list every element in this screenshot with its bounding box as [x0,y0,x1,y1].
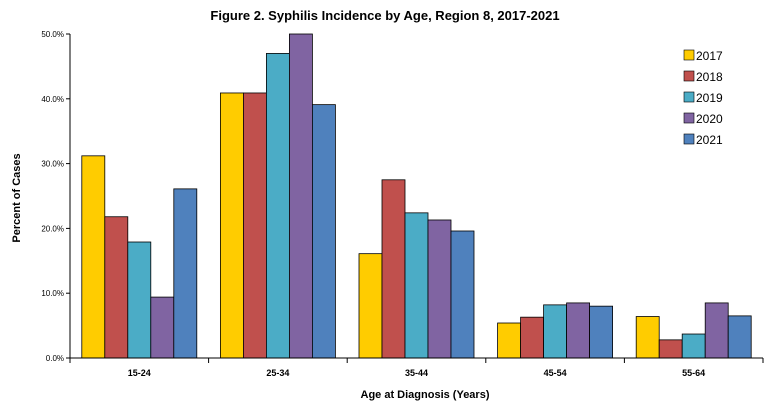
bar-55-64-2021 [727,315,752,359]
bar-15-24-2018 [104,216,129,359]
legend-label-2017: 2017 [696,49,723,63]
bar-15-24-2021 [173,188,198,359]
legend-swatch-2021 [683,133,695,145]
bar-55-64-2019 [681,333,706,359]
y-tick-label: 20.0% [41,224,64,233]
y-tick-label: 40.0% [41,95,64,104]
x-tick-label: 45-54 [544,368,567,378]
bar-35-44-2020 [427,219,452,359]
bar-35-44-2017 [358,253,383,359]
y-axis: 0.0% 10.0% 20.0% 30.0% 40.0% 50.0% [41,30,70,363]
bar-45-54-2020 [566,302,590,359]
x-axis: 15-24 25-34 35-44 45-54 55-64 [69,358,764,378]
bar-25-34-2018 [242,92,267,359]
bar-15-24-2020 [150,296,175,359]
bar-45-54-2017 [497,322,522,359]
y-axis-title: Percent of Cases [11,153,23,242]
legend: 2017 2018 2019 2020 2021 [683,49,723,147]
bar-35-44-2019 [404,212,429,359]
bars [81,33,752,359]
bar-25-34-2020 [288,33,313,359]
y-tick-label: 50.0% [41,30,64,39]
bar-55-64-2018 [658,339,683,359]
bar-45-54-2019 [543,304,567,359]
legend-swatch-2017 [683,49,695,61]
bar-15-24-2019 [127,241,152,359]
y-tick-label: 30.0% [41,160,64,169]
bar-55-64-2020 [704,302,729,359]
bar-15-24-2017 [81,155,106,359]
y-tick-label: 0.0% [46,354,64,363]
legend-label-2019: 2019 [696,91,723,105]
legend-label-2020: 2020 [696,112,723,126]
legend-swatch-2019 [683,91,695,103]
x-tick-label: 55-64 [682,368,705,378]
bar-25-34-2021 [311,104,336,359]
bar-55-64-2017 [635,316,660,359]
x-axis-title: Age at Diagnosis (Years) [361,389,490,401]
x-tick-label: 15-24 [128,368,151,378]
bar-45-54-2021 [589,305,613,359]
bar-25-34-2019 [265,53,290,359]
chart-title: Figure 2. Syphilis Incidence by Age, Reg… [210,8,559,23]
legend-swatch-2020 [683,112,695,124]
bar-35-44-2018 [381,179,406,359]
y-tick-label: 10.0% [41,289,64,298]
bar-25-34-2017 [219,92,244,359]
legend-swatch-2018 [683,70,695,82]
legend-label-2021: 2021 [696,133,723,147]
legend-label-2018: 2018 [696,70,723,84]
bar-35-44-2021 [450,230,475,359]
x-tick-label: 35-44 [405,368,428,378]
x-tick-label: 25-34 [266,368,289,378]
bar-45-54-2018 [520,316,544,359]
